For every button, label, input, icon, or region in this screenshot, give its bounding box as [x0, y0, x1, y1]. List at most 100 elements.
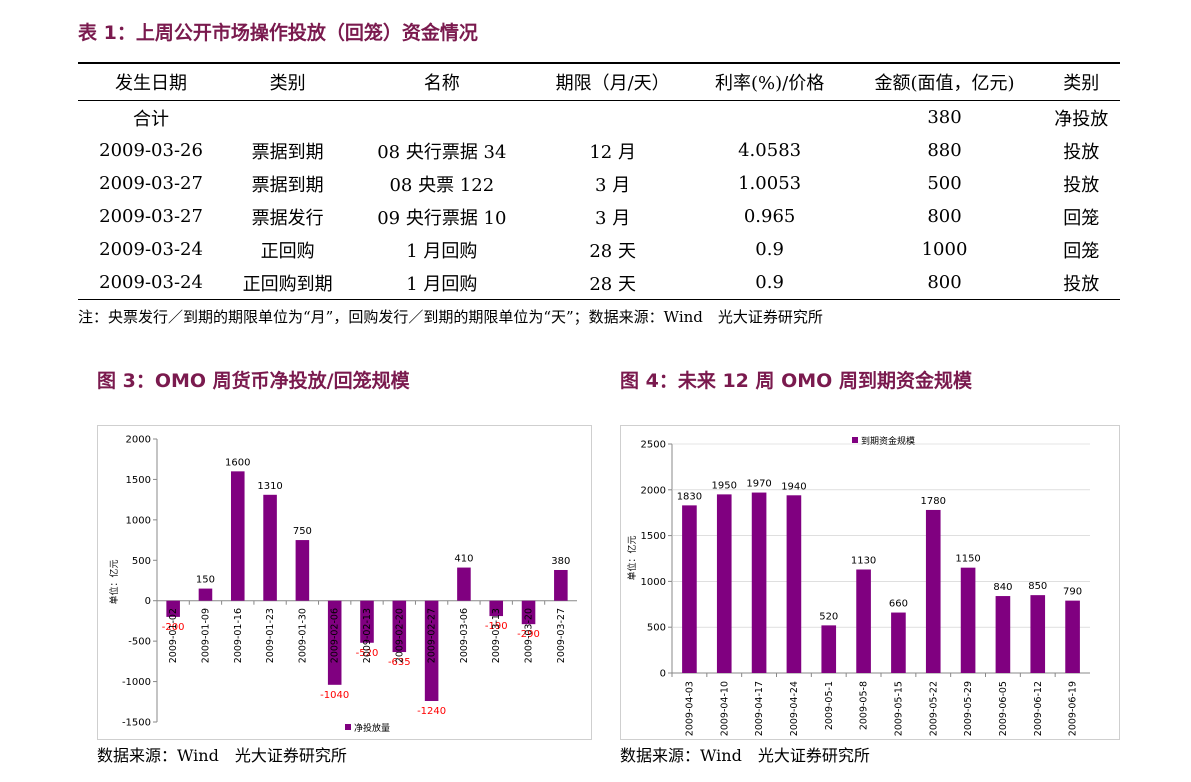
cell: 500 [927, 173, 962, 194]
data-label: 150 [196, 575, 215, 586]
legend-swatch [852, 437, 858, 443]
bar [554, 569, 568, 601]
cell: 28 天 [589, 240, 636, 262]
table-row: 2009-03-27 票据到期 08 央票 122 3 月 1.0053 500… [78, 167, 1120, 200]
x-tick-label: 2009-02-06 [330, 608, 341, 663]
table-row: 2009-03-27 票据发行 09 央行票据 10 3 月 0.965 800… [78, 200, 1120, 233]
data-label: 790 [1063, 587, 1082, 598]
data-label: 1940 [781, 481, 806, 492]
cell: 合计 [133, 108, 170, 130]
y-tick-label: 2000 [641, 485, 666, 496]
bar [995, 596, 1011, 673]
data-label: -290 [517, 629, 540, 640]
y-tick-label: 0 [145, 596, 151, 607]
data-label: 1600 [225, 457, 250, 468]
x-tick-label: 2009-05-1 [824, 681, 835, 730]
x-tick-label: 2009-01-23 [265, 608, 276, 663]
cell: 2009-03-27 [99, 206, 203, 227]
x-tick-label: 2009-06-19 [1068, 681, 1079, 736]
cell: 4.0583 [738, 140, 802, 161]
cell: 2009-03-24 [99, 272, 203, 293]
bar [716, 494, 732, 673]
bar [327, 600, 342, 685]
bar [230, 471, 245, 601]
x-tick-label: 2009-01-09 [200, 608, 211, 663]
x-tick-label: 2009-02-20 [394, 608, 405, 663]
cell: 净投放 [1054, 108, 1109, 130]
cell: 28 天 [589, 273, 636, 295]
bar [198, 588, 213, 601]
cell [532, 101, 692, 135]
cell: 1 月回购 [406, 240, 478, 262]
cell: 正回购到期 [242, 273, 333, 295]
data-label: -1040 [320, 690, 349, 701]
bar [925, 509, 941, 673]
table-header-row: 发生日期 类别 名称 期限（月/天） 利率(%)/价格 金额(面值，亿元) 类别 [78, 63, 1120, 101]
y-tick-label: 0 [660, 669, 666, 680]
cell: 票据到期 [251, 141, 324, 163]
cell: 0.965 [743, 206, 796, 227]
cell: 票据到期 [251, 174, 324, 196]
x-tick-label: 2009-01-30 [297, 608, 308, 663]
y-tick-label: -1000 [122, 677, 151, 688]
data-label: 660 [889, 599, 908, 610]
data-label: -1240 [417, 706, 446, 717]
data-label: 1310 [257, 481, 282, 492]
cell: 1000 [921, 239, 968, 260]
x-tick-label: 2009-02-13 [362, 608, 373, 663]
figure-4-source: 数据来源：Wind 光大证券研究所 [620, 746, 870, 765]
bar [1030, 595, 1046, 673]
data-label: 380 [551, 556, 570, 567]
bar [295, 540, 310, 601]
cell [693, 101, 847, 135]
table-row: 合计 380 净投放 [78, 101, 1120, 135]
cell: 2009-03-26 [99, 140, 203, 161]
y-tick-label: 1000 [126, 515, 151, 526]
header-rate: 利率(%)/价格 [714, 73, 825, 94]
x-tick-label: 2009-05-22 [928, 681, 939, 736]
table-row: 2009-03-26 票据到期 08 央行票据 34 12 月 4.0583 8… [78, 134, 1120, 167]
header-term: 期限（月/天） [555, 73, 670, 94]
figure-3-title: 图 3：OMO 周货币净投放/回笼规模 [97, 370, 410, 392]
data-label: 1970 [746, 479, 771, 490]
data-label: 520 [819, 611, 838, 622]
legend-label: 净投放量 [354, 722, 390, 734]
x-tick-label: 2009-04-03 [684, 681, 695, 736]
bar [751, 492, 767, 673]
cell: 1.0053 [738, 173, 802, 194]
x-tick-label: 2009-01-02 [168, 608, 179, 663]
y-tick-label: 2000 [126, 435, 151, 446]
figure-4-title: 图 4：未来 12 周 OMO 周到期资金规模 [620, 370, 972, 392]
table-note: 注：央票发行／到期的期限单位为“月”，回购发行／到期的期限单位为“天”；数据来源… [78, 308, 823, 326]
header-amount: 金额(面值，亿元) [874, 73, 1015, 94]
cell: 2009-03-27 [99, 173, 203, 194]
bar [960, 567, 976, 673]
cell: 880 [927, 140, 962, 161]
omo-operations-table: 发生日期 类别 名称 期限（月/天） 利率(%)/价格 金额(面值，亿元) 类别… [78, 62, 1120, 300]
x-tick-label: 2009-04-10 [719, 681, 730, 736]
bar [786, 495, 802, 673]
cell: 3 月 [595, 207, 631, 229]
data-label: -520 [356, 648, 379, 659]
x-tick-label: 2009-03-13 [491, 608, 502, 663]
bar [1065, 600, 1080, 673]
x-tick-label: 2009-05-15 [893, 681, 904, 736]
data-label: 840 [993, 582, 1012, 593]
bar [821, 625, 837, 673]
cell: 09 央行票据 10 [377, 207, 507, 229]
bar [392, 600, 407, 653]
y-tick-label: -500 [128, 637, 151, 648]
cell: 票据发行 [251, 207, 324, 229]
data-label: 1950 [712, 480, 737, 491]
figure-3-source: 数据来源：Wind 光大证券研究所 [97, 746, 347, 765]
cell: 回笼 [1063, 207, 1100, 229]
cell: 回笼 [1063, 240, 1100, 262]
cell: 正回购 [260, 240, 315, 262]
cell: 2009-03-24 [99, 239, 203, 260]
header-type: 类别 [1063, 73, 1100, 94]
x-tick-label: 2009-03-06 [459, 608, 470, 663]
data-label: 1130 [851, 555, 876, 566]
bar [682, 505, 697, 673]
x-tick-label: 2009-06-12 [1033, 681, 1044, 736]
y-tick-label: 1500 [126, 475, 151, 486]
